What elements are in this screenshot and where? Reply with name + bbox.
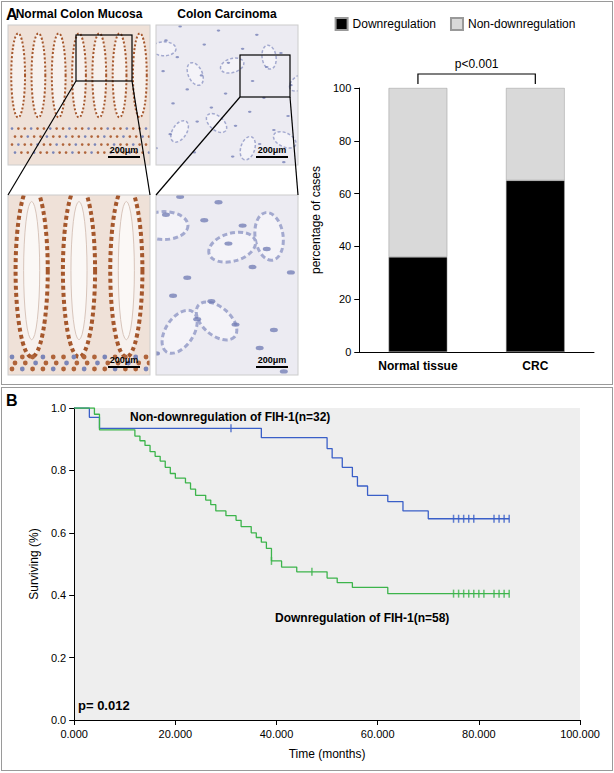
svg-text:80: 80	[339, 135, 351, 147]
svg-text:200μm: 200μm	[110, 145, 139, 155]
svg-text:Normal Colon Mucosa: Normal Colon Mucosa	[16, 7, 143, 21]
svg-text:60.000: 60.000	[361, 728, 395, 740]
svg-text:Downregulation: Downregulation	[353, 17, 436, 31]
svg-text:0.4: 0.4	[51, 589, 66, 601]
svg-text:200μm: 200μm	[258, 355, 287, 365]
svg-text:80.000: 80.000	[462, 728, 496, 740]
svg-text:0.000: 0.000	[60, 728, 88, 740]
svg-text:200μm: 200μm	[258, 145, 287, 155]
svg-text:20: 20	[339, 293, 351, 305]
svg-text:40: 40	[339, 240, 351, 252]
svg-text:0.8: 0.8	[51, 464, 66, 476]
svg-text:Downregulation of FIH-1(n=58): Downregulation of FIH-1(n=58)	[275, 611, 449, 625]
svg-text:Normal tissue: Normal tissue	[378, 359, 458, 373]
svg-text:0.0: 0.0	[51, 714, 66, 726]
svg-text:60: 60	[339, 188, 351, 200]
svg-text:percentage of cases: percentage of cases	[309, 166, 323, 274]
svg-text:Colon Carcinoma: Colon Carcinoma	[177, 7, 277, 21]
svg-text:40.000: 40.000	[260, 728, 294, 740]
svg-text:0: 0	[345, 346, 351, 358]
svg-text:0.6: 0.6	[51, 527, 66, 539]
svg-text:Non-downregulation: Non-downregulation	[468, 17, 575, 31]
svg-text:100: 100	[333, 82, 351, 94]
svg-text:Surviving (%): Surviving (%)	[27, 528, 41, 599]
svg-text:200μm: 200μm	[110, 355, 139, 365]
svg-text:p= 0.012: p= 0.012	[78, 698, 130, 713]
svg-text:Time (months): Time (months)	[289, 747, 366, 761]
svg-text:20.000: 20.000	[159, 728, 193, 740]
svg-text:100.000: 100.000	[560, 728, 600, 740]
svg-text:1.0: 1.0	[51, 402, 66, 414]
svg-text:p<0.001: p<0.001	[455, 57, 499, 71]
svg-text:CRC: CRC	[522, 359, 548, 373]
svg-text:0.2: 0.2	[51, 652, 66, 664]
svg-text:B: B	[6, 392, 18, 409]
svg-text:A: A	[6, 6, 18, 23]
svg-text:Non-downregulation of FIH-1(n=: Non-downregulation of FIH-1(n=32)	[130, 410, 330, 424]
